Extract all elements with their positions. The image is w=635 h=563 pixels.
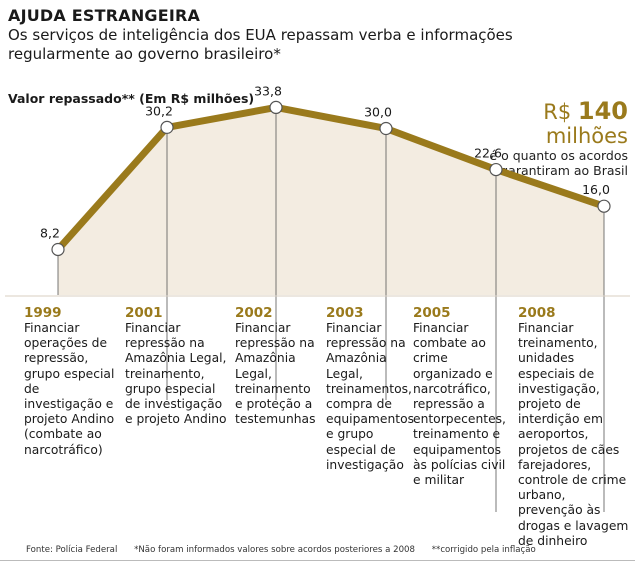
data-point-2005 <box>489 162 503 177</box>
period-desc: Financiar treinamento, unidades especiai… <box>518 321 629 548</box>
data-point-2003 <box>379 121 393 136</box>
period-year: 2002 <box>235 305 273 321</box>
value-label-2002: 33,8 <box>254 83 282 98</box>
data-point-2001 <box>160 120 174 134</box>
value-label-2008: 16,0 <box>582 182 610 197</box>
period-desc: Financiar combate ao crime organizado e … <box>413 321 506 488</box>
area-fill <box>58 107 604 295</box>
value-label-1999: 8,2 <box>40 225 60 240</box>
period-2002: 2002 Financiar repressão na Amazônia Leg… <box>235 305 321 427</box>
series-line <box>54 103 608 253</box>
period-desc: Financiar operações de repressão, grupo … <box>24 321 115 457</box>
period-1999: 1999 Financiar operações de repressão, g… <box>24 305 119 458</box>
value-label-2001: 30,2 <box>145 103 173 118</box>
footnote-1: *Não foram informados valores sobre acor… <box>134 545 415 555</box>
period-year: 2008 <box>518 305 556 321</box>
period-2005: 2005 Financiar combate ao crime organiza… <box>413 305 511 488</box>
chart-kicker: AJUDA ESTRANGEIRA <box>8 6 201 25</box>
data-point-2008 <box>597 199 611 213</box>
footer: Fonte: Polícia Federal *Não foram inform… <box>26 545 550 555</box>
highlight-currency: R$ <box>543 100 572 124</box>
period-year: 2003 <box>326 305 364 321</box>
value-label-2003: 30,0 <box>364 105 392 120</box>
value-label-2005: 22,6 <box>474 146 502 161</box>
period-desc: Financiar repressão na Amazônia Legal, t… <box>125 321 227 427</box>
period-2001: 2001 Financiar repressão na Amazônia Leg… <box>125 305 228 427</box>
data-point-2002 <box>269 100 283 115</box>
highlight-amount: R$ 140 milhões <box>468 99 628 148</box>
source-note: Fonte: Polícia Federal <box>26 545 118 555</box>
data-point-1999 <box>51 242 65 257</box>
bottom-rule <box>0 560 635 561</box>
chart-subtitle: Os serviços de inteligência dos EUA repa… <box>8 26 513 63</box>
highlight-unit: milhões <box>545 124 628 148</box>
footnote-2: **corrigido pela inflação <box>431 545 536 555</box>
period-desc: Financiar repressão na Amazônia Legal, t… <box>235 321 316 427</box>
period-2003: 2003 Financiar repressão na Amazônia Leg… <box>326 305 415 473</box>
highlight-callout: R$ 140 milhões é o quanto os acordos gar… <box>468 99 628 178</box>
period-year: 2001 <box>125 305 163 321</box>
highlight-number: 140 <box>577 97 628 125</box>
period-year: 1999 <box>24 305 62 321</box>
highlight-desc: é o quanto os acordos garantiram ao Bras… <box>489 148 628 178</box>
period-desc: Financiar repressão na Amazônia Legal, t… <box>326 321 415 472</box>
chart-title: Valor repassado** (Em R$ milhões) <box>8 91 255 106</box>
period-2008: 2008 Financiar treinamento, unidades esp… <box>518 305 630 549</box>
period-year: 2005 <box>413 305 451 321</box>
